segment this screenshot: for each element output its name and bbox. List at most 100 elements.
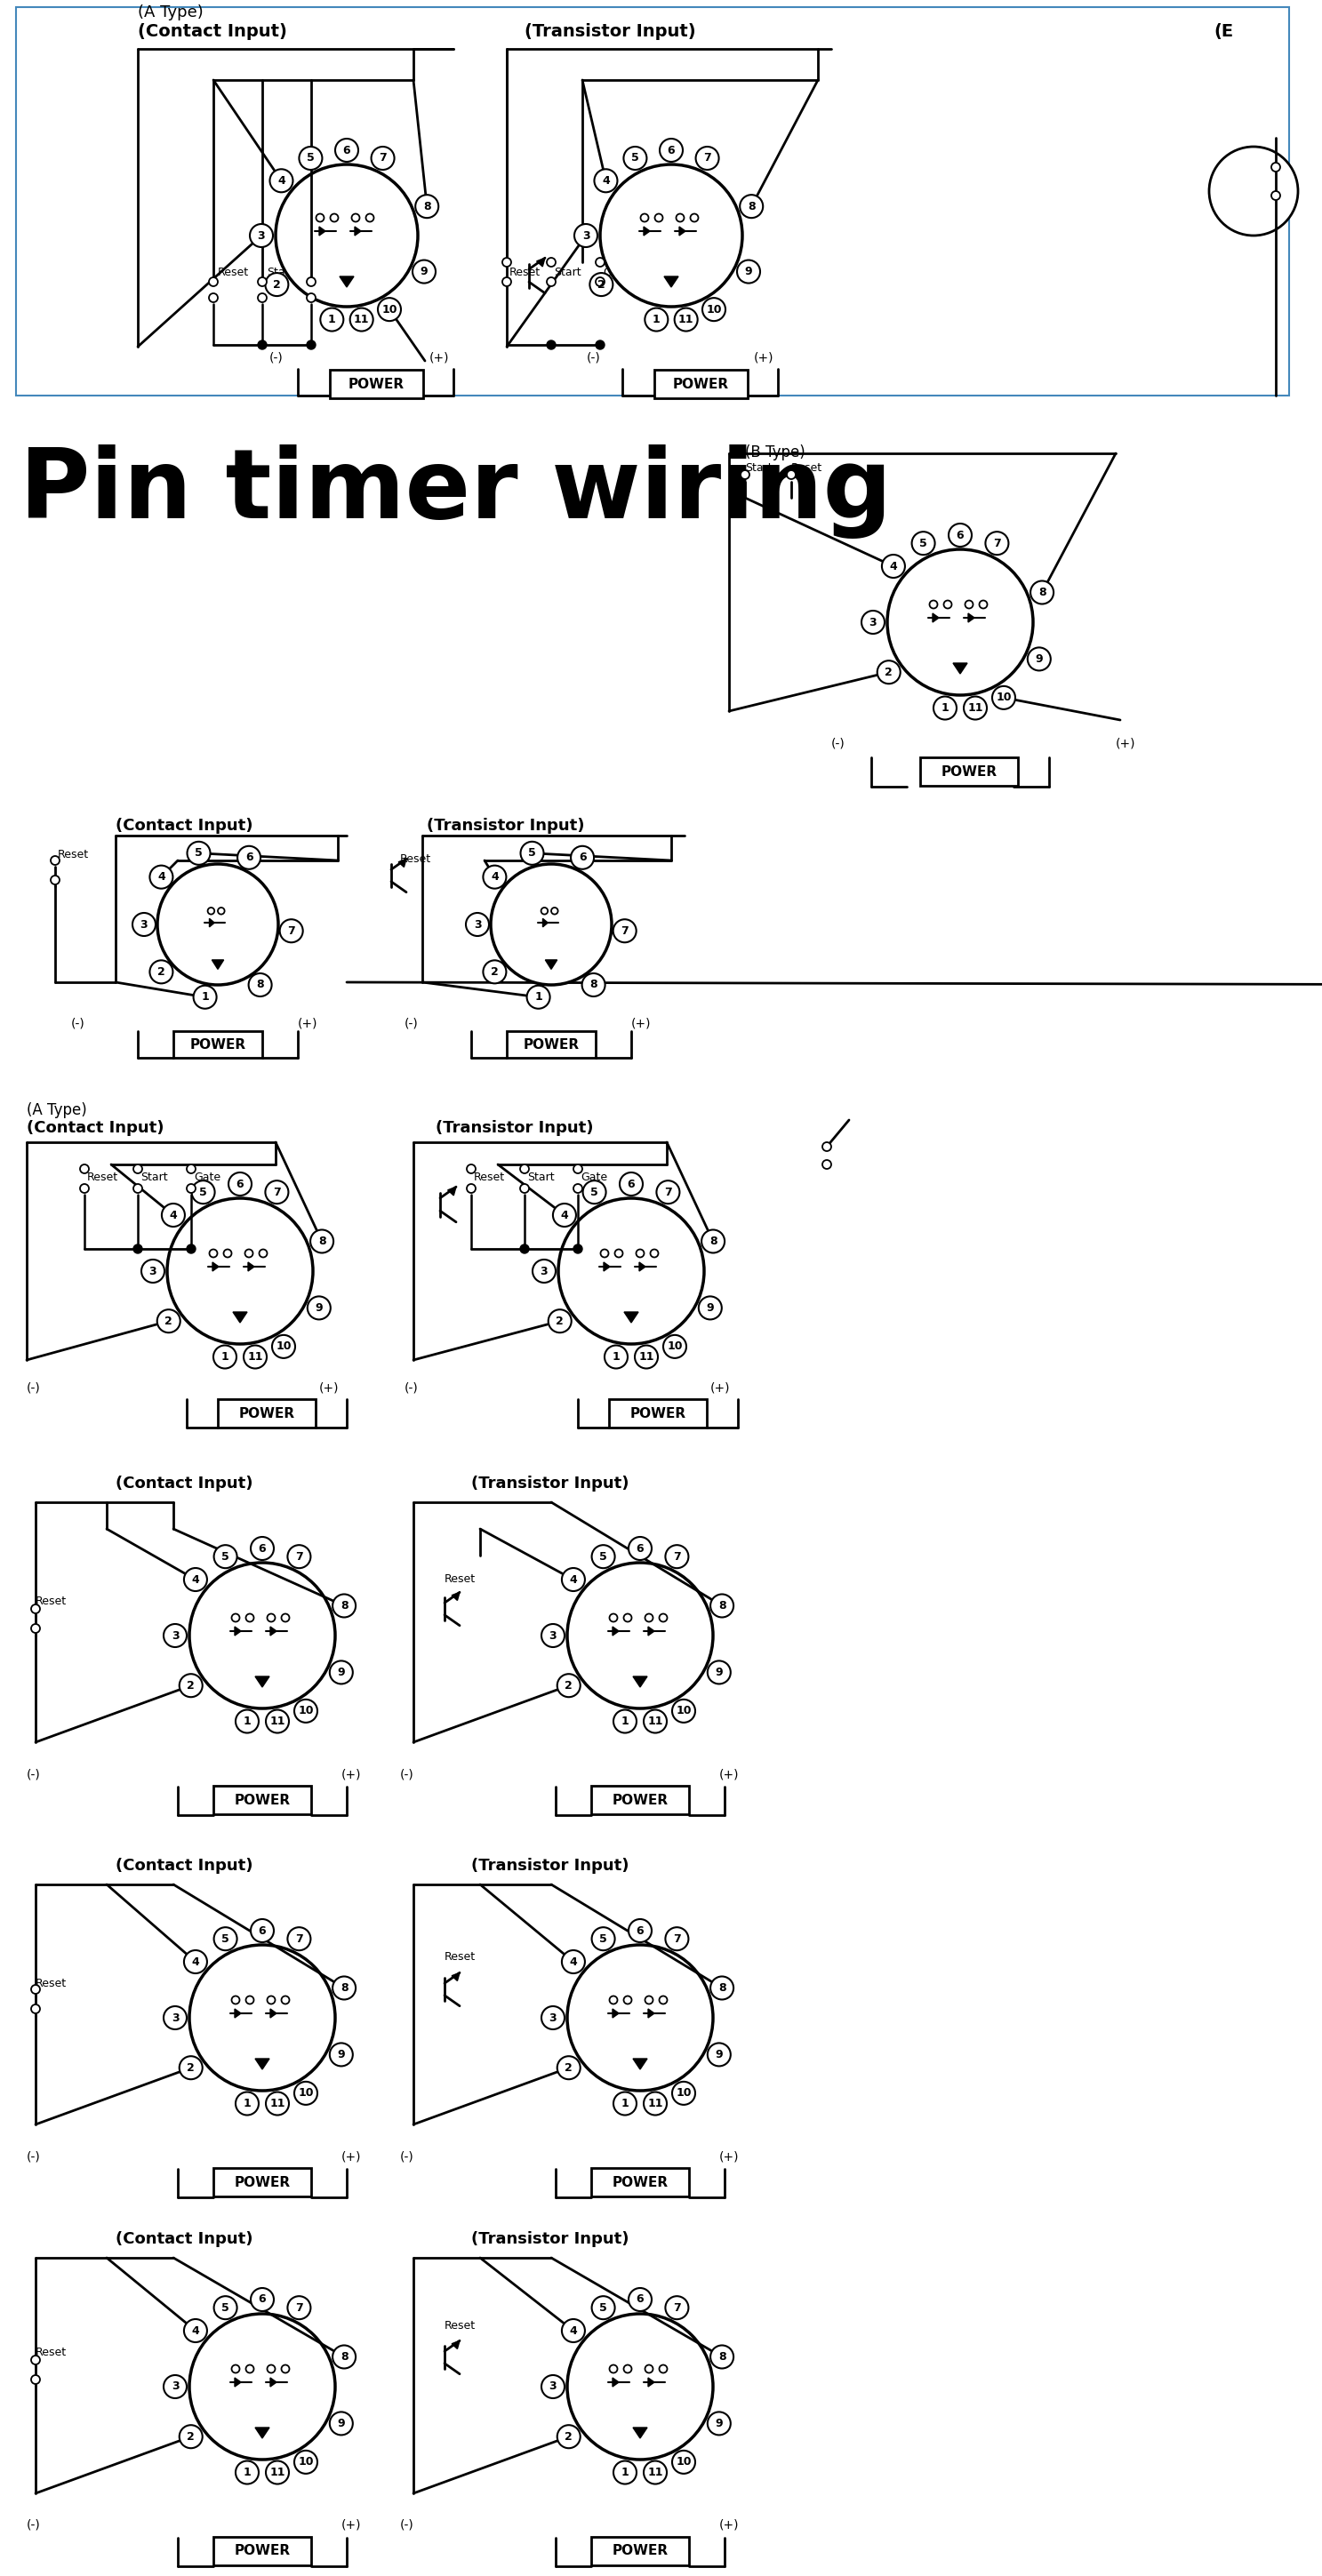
Text: (-): (-) <box>401 1767 414 1780</box>
Text: 7: 7 <box>673 1932 681 1945</box>
Circle shape <box>258 278 267 286</box>
Polygon shape <box>398 858 406 868</box>
Circle shape <box>574 1244 582 1255</box>
Circle shape <box>184 1569 208 1592</box>
Text: 6: 6 <box>237 1177 243 1190</box>
Text: (Transistor Input): (Transistor Input) <box>427 817 584 835</box>
Circle shape <box>192 1180 214 1203</box>
Text: (+): (+) <box>754 350 773 363</box>
Polygon shape <box>537 258 545 265</box>
Text: 10: 10 <box>676 2458 691 2468</box>
Text: 11: 11 <box>678 314 694 325</box>
Circle shape <box>282 1613 290 1623</box>
Circle shape <box>218 907 225 914</box>
Text: (+): (+) <box>341 1767 361 1780</box>
Text: 4: 4 <box>490 871 498 884</box>
Circle shape <box>295 1700 317 1723</box>
Circle shape <box>624 1613 632 1623</box>
Circle shape <box>944 600 952 608</box>
Circle shape <box>822 1159 832 1170</box>
Text: 8: 8 <box>718 2352 726 2362</box>
Text: 9: 9 <box>715 1667 723 1677</box>
Polygon shape <box>640 1262 645 1270</box>
Text: 6: 6 <box>636 1924 644 1937</box>
Circle shape <box>266 2092 290 2115</box>
Circle shape <box>710 2344 734 2367</box>
Circle shape <box>1027 647 1051 670</box>
Circle shape <box>985 531 1009 554</box>
Text: 2: 2 <box>490 966 498 979</box>
Circle shape <box>188 842 210 866</box>
Polygon shape <box>213 1262 218 1270</box>
Polygon shape <box>255 1677 270 1687</box>
Text: (+): (+) <box>297 1018 317 1030</box>
Text: 7: 7 <box>993 538 1001 549</box>
Text: 10: 10 <box>297 2087 313 2099</box>
Circle shape <box>209 294 218 301</box>
Circle shape <box>624 1996 632 2004</box>
Polygon shape <box>209 920 214 927</box>
Polygon shape <box>319 227 325 234</box>
Circle shape <box>567 1564 713 1708</box>
Circle shape <box>161 1203 185 1226</box>
Circle shape <box>628 2287 652 2311</box>
Circle shape <box>32 1986 40 1994</box>
Circle shape <box>702 299 726 322</box>
Circle shape <box>467 1185 476 1193</box>
Text: (Transistor Input): (Transistor Input) <box>525 23 695 41</box>
Circle shape <box>287 2295 311 2318</box>
Text: 7: 7 <box>272 1188 280 1198</box>
Circle shape <box>533 1260 555 1283</box>
Circle shape <box>964 696 986 719</box>
Circle shape <box>164 1623 186 1646</box>
Text: 2: 2 <box>186 2432 194 2442</box>
Text: (Transistor Input): (Transistor Input) <box>471 1857 629 1873</box>
Text: (Transistor Input): (Transistor Input) <box>436 1121 594 1136</box>
Text: 6: 6 <box>258 1543 266 1553</box>
Circle shape <box>542 1623 564 1646</box>
Circle shape <box>624 147 646 170</box>
Text: 1: 1 <box>221 1352 229 1363</box>
Circle shape <box>628 1538 652 1561</box>
Polygon shape <box>680 227 685 234</box>
Circle shape <box>558 1198 705 1345</box>
Circle shape <box>186 1164 196 1172</box>
Text: (Contact Input): (Contact Input) <box>115 817 253 835</box>
Text: (-): (-) <box>401 2151 414 2164</box>
Circle shape <box>193 987 217 1010</box>
Text: Reset: Reset <box>444 1950 476 1963</box>
Circle shape <box>887 549 1032 696</box>
Text: 3: 3 <box>869 616 876 629</box>
Circle shape <box>483 866 506 889</box>
Text: 10: 10 <box>676 2087 691 2099</box>
Text: (+): (+) <box>341 2519 361 2532</box>
Circle shape <box>223 1249 231 1257</box>
Text: 7: 7 <box>295 2303 303 2313</box>
Circle shape <box>590 273 613 296</box>
Text: 5: 5 <box>222 1551 229 1564</box>
Circle shape <box>267 1613 275 1623</box>
Circle shape <box>134 1164 143 1172</box>
Bar <box>654 371 747 399</box>
Circle shape <box>980 600 988 608</box>
Text: 4: 4 <box>169 1208 177 1221</box>
Circle shape <box>665 2295 689 2318</box>
Circle shape <box>266 1180 288 1203</box>
Circle shape <box>520 1244 529 1255</box>
Text: 5: 5 <box>307 152 315 165</box>
Circle shape <box>613 2460 636 2483</box>
Circle shape <box>366 214 374 222</box>
Circle shape <box>307 278 316 286</box>
Text: POWER: POWER <box>234 2545 291 2558</box>
Circle shape <box>157 863 278 984</box>
Text: 1: 1 <box>621 2097 629 2110</box>
Circle shape <box>583 1180 605 1203</box>
Circle shape <box>636 1249 644 1257</box>
Circle shape <box>553 1203 576 1226</box>
Text: 6: 6 <box>579 853 586 863</box>
Circle shape <box>352 214 360 222</box>
Text: Reset: Reset <box>58 850 89 860</box>
Circle shape <box>993 685 1015 708</box>
Circle shape <box>209 1249 217 1257</box>
Text: 5: 5 <box>591 1188 599 1198</box>
